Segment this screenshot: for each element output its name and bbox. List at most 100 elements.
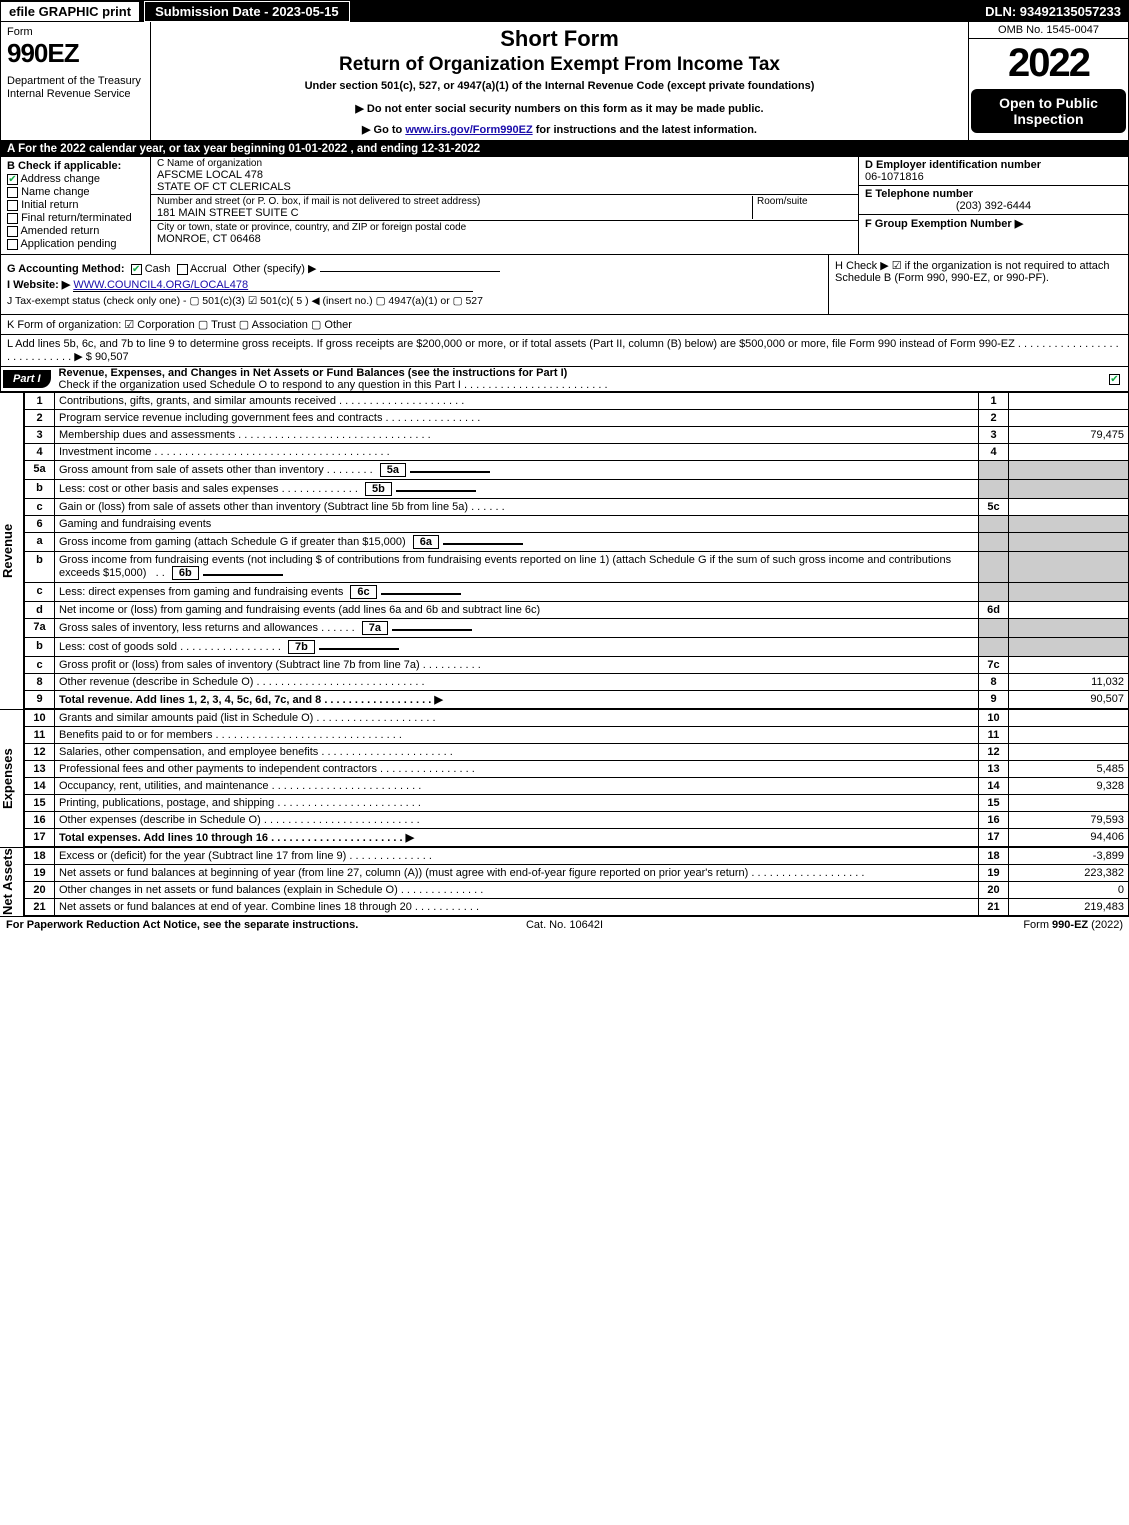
line-18-amt: -3,899 — [1009, 848, 1129, 865]
omb-number: OMB No. 1545-0047 — [969, 22, 1128, 39]
line-18-box: 18 — [979, 848, 1009, 865]
line-12-desc: Salaries, other compensation, and employ… — [59, 746, 318, 758]
line-6c-desc: Less: direct expenses from gaming and fu… — [59, 586, 343, 598]
ssn-warning: ▶ Do not enter social security numbers o… — [159, 102, 960, 115]
line-5b-subamt — [396, 490, 476, 492]
line-13-amt: 5,485 — [1009, 761, 1129, 778]
line-9-box: 9 — [979, 691, 1009, 709]
line-16-amt: 79,593 — [1009, 812, 1129, 829]
line-6a-no: a — [25, 533, 55, 552]
line-7b-amt — [1009, 638, 1129, 657]
line-5b-amt — [1009, 480, 1129, 499]
line-11-box: 11 — [979, 727, 1009, 744]
line-20-box: 20 — [979, 882, 1009, 899]
goto-post: for instructions and the latest informat… — [533, 124, 757, 136]
line-17-box: 17 — [979, 829, 1009, 847]
line-6-no: 6 — [25, 516, 55, 533]
website-link[interactable]: WWW.COUNCIL4.ORG/LOCAL478 — [73, 279, 473, 292]
line-20-desc: Other changes in net assets or fund bala… — [59, 884, 398, 896]
line-5c-desc: Gain or (loss) from sale of assets other… — [59, 501, 468, 513]
chk-accrual[interactable] — [177, 264, 188, 275]
line-7a-desc: Gross sales of inventory, less returns a… — [59, 622, 318, 634]
line-7c-no: c — [25, 657, 55, 674]
line-8: 8Other revenue (describe in Schedule O) … — [25, 674, 1129, 691]
goto-pre: ▶ Go to — [362, 124, 405, 136]
irs-link[interactable]: www.irs.gov/Form990EZ — [405, 124, 532, 136]
ein-label: D Employer identification number — [865, 159, 1122, 171]
title-return: Return of Organization Exempt From Incom… — [159, 54, 960, 76]
part-1-checkbox[interactable] — [1109, 373, 1128, 385]
line-9-desc: Total revenue. Add lines 1, 2, 3, 4, 5c,… — [59, 694, 443, 706]
part-1-title: Revenue, Expenses, and Changes in Net As… — [53, 367, 1109, 391]
line-6-desc: Gaming and fundraising events — [55, 516, 979, 533]
line-5b-sub: 5b — [365, 482, 392, 496]
org-name-label: C Name of organization — [157, 158, 852, 169]
line-2-desc: Program service revenue including govern… — [59, 412, 382, 424]
city-value: MONROE, CT 06468 — [157, 233, 852, 245]
top-bar: efile GRAPHIC print Submission Date - 20… — [0, 0, 1129, 22]
other-label: Other (specify) ▶ — [233, 263, 317, 275]
line-6d-no: d — [25, 602, 55, 619]
line-21: 21Net assets or fund balances at end of … — [25, 899, 1129, 916]
line-18: 18Excess or (deficit) for the year (Subt… — [25, 848, 1129, 865]
line-7b-no: b — [25, 638, 55, 657]
chk-initial-return[interactable]: Initial return — [7, 199, 144, 211]
line-4-no: 4 — [25, 444, 55, 461]
line-5c: cGain or (loss) from sale of assets othe… — [25, 499, 1129, 516]
line-5a-desc: Gross amount from sale of assets other t… — [59, 464, 324, 476]
form-label: Form — [7, 26, 144, 38]
line-11-desc: Benefits paid to or for members — [59, 729, 212, 741]
netassets-side-label: Net Assets — [0, 847, 24, 916]
line-5a-no: 5a — [25, 461, 55, 480]
line-1-desc: Contributions, gifts, grants, and simila… — [59, 395, 336, 407]
line-20-no: 20 — [25, 882, 55, 899]
section-ghij: G Accounting Method: Cash Accrual Other … — [0, 255, 1129, 315]
line-6d-box: 6d — [979, 602, 1009, 619]
line-21-box: 21 — [979, 899, 1009, 916]
subtitle-under-section: Under section 501(c), 527, or 4947(a)(1)… — [159, 80, 960, 92]
chk-initial-return-label: Initial return — [21, 199, 78, 211]
line-12-no: 12 — [25, 744, 55, 761]
line-7a-amt — [1009, 619, 1129, 638]
line-5b-no: b — [25, 480, 55, 499]
room-label: Room/suite — [757, 196, 852, 207]
col-gij: G Accounting Method: Cash Accrual Other … — [1, 255, 828, 314]
line-6a-desc: Gross income from gaming (attach Schedul… — [59, 536, 406, 548]
line-7b: bLess: cost of goods sold . . . . . . . … — [25, 638, 1129, 657]
line-6a-amt — [1009, 533, 1129, 552]
line-16-box: 16 — [979, 812, 1009, 829]
line-5b-desc: Less: cost or other basis and sales expe… — [59, 483, 279, 495]
submission-date: Submission Date - 2023-05-15 — [144, 1, 350, 22]
chk-name-change[interactable]: Name change — [7, 186, 144, 198]
chk-address-change[interactable]: Address change — [7, 173, 144, 185]
line-3-box: 3 — [979, 427, 1009, 444]
line-1-amt — [1009, 393, 1129, 410]
line-8-desc: Other revenue (describe in Schedule O) — [59, 676, 253, 688]
chk-amended-return[interactable]: Amended return — [7, 225, 144, 237]
chk-final-return[interactable]: Final return/terminated — [7, 212, 144, 224]
chk-cash[interactable] — [131, 264, 142, 275]
chk-application-pending[interactable]: Application pending — [7, 238, 144, 250]
footer-form-no: 990-EZ — [1052, 919, 1088, 931]
box-l-value: 90,507 — [95, 351, 129, 363]
line-6c-subamt — [381, 593, 461, 595]
line-6d-desc: Net income or (loss) from gaming and fun… — [55, 602, 979, 619]
dln: DLN: 93492135057233 — [977, 2, 1129, 21]
part-1-body: Revenue 1Contributions, gifts, grants, a… — [0, 392, 1129, 709]
line-5b-box — [979, 480, 1009, 499]
box-b: B Check if applicable: Address change Na… — [1, 157, 151, 254]
line-13-no: 13 — [25, 761, 55, 778]
line-17-desc: Total expenses. Add lines 10 through 16 … — [59, 832, 414, 844]
line-10-no: 10 — [25, 710, 55, 727]
line-16: 16Other expenses (describe in Schedule O… — [25, 812, 1129, 829]
line-19-box: 19 — [979, 865, 1009, 882]
efile-print[interactable]: efile GRAPHIC print — [0, 1, 140, 22]
title-short-form: Short Form — [159, 26, 960, 52]
expenses-table: 10Grants and similar amounts paid (list … — [24, 709, 1129, 847]
line-7c: cGross profit or (loss) from sales of in… — [25, 657, 1129, 674]
netassets-body: Net Assets 18Excess or (deficit) for the… — [0, 847, 1129, 916]
line-7b-box — [979, 638, 1009, 657]
line-7c-amt — [1009, 657, 1129, 674]
line-17-amt: 94,406 — [1009, 829, 1129, 847]
footer-form-post: (2022) — [1088, 919, 1123, 931]
